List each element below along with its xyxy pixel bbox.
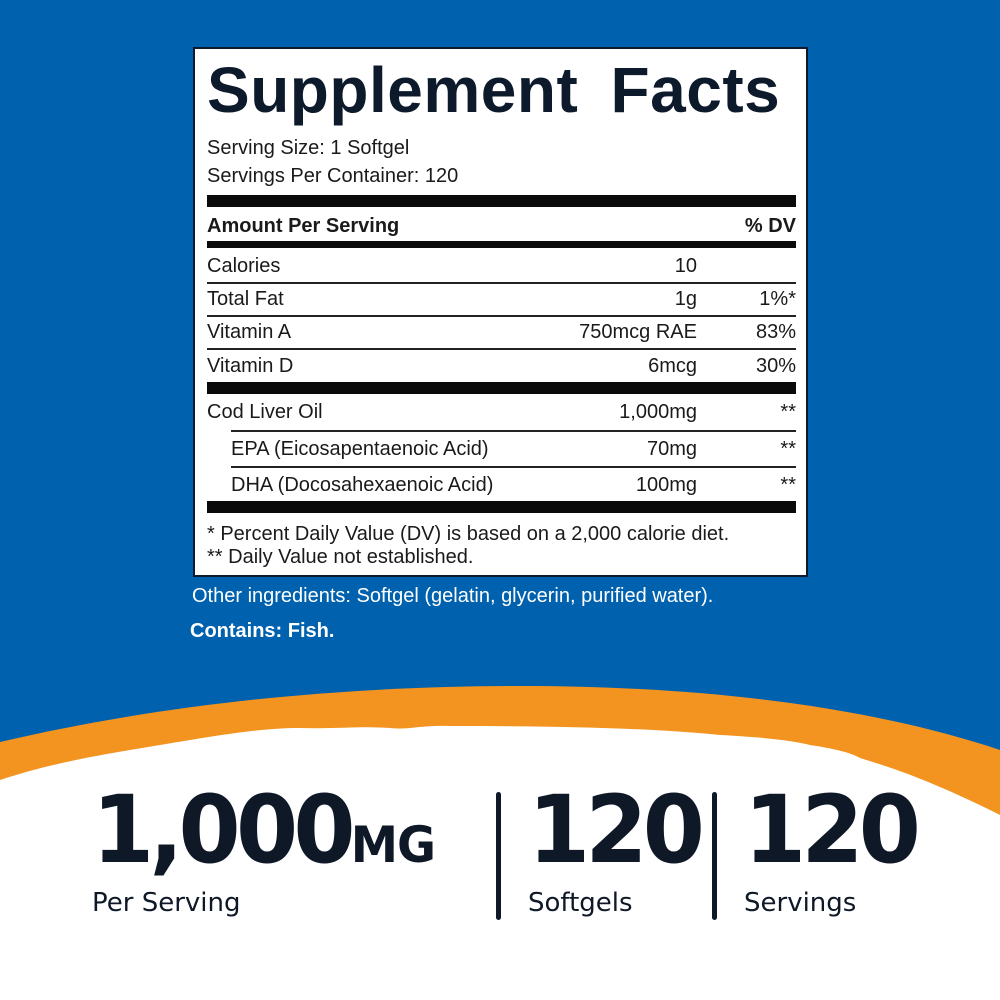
allergen-statement: Contains: Fish. <box>190 620 335 642</box>
nutrient-name: EPA (Eicosapentaenoic Acid) <box>231 438 489 460</box>
nutrient-dv: ** <box>780 474 796 496</box>
nutrient-amount: 100mg <box>635 474 697 496</box>
nutrient-row: DHA (Docosahexaenoic Acid) 100mg ** <box>207 474 796 498</box>
stat-label: Per Serving <box>92 888 241 918</box>
nutrient-name: Calories <box>207 255 281 277</box>
nutrient-dv: 83% <box>755 321 796 343</box>
footnote: * Percent Daily Value (DV) is based on a… <box>207 523 730 545</box>
nutrient-dv: ** <box>780 401 796 423</box>
nutrient-row: Cod Liver Oil 1,000mg ** <box>207 401 796 425</box>
stat-label: Servings <box>744 888 857 918</box>
header-row: Amount Per Serving % DV <box>207 215 796 239</box>
nutrient-amount: 750mcg RAE <box>579 321 697 343</box>
nutrient-amount: 6mcg <box>648 355 697 377</box>
nutrient-row: Total Fat 1g 1%* <box>207 288 796 312</box>
footnote: ** Daily Value not established. <box>207 546 474 568</box>
divider <box>207 315 796 317</box>
thick-divider <box>207 195 796 207</box>
nutrient-dv: ** <box>780 438 796 460</box>
facts-title: Supplement Facts <box>207 54 781 126</box>
nutrient-name: Vitamin A <box>207 321 292 343</box>
servings-per-container: Servings Per Container: 120 <box>207 165 459 187</box>
stat-divider <box>712 792 717 920</box>
nutrient-dv: 1%* <box>759 288 796 310</box>
nutrient-row: Vitamin D 6mcg 30% <box>207 355 796 379</box>
stat-value: 1,000 <box>92 776 355 885</box>
nutrient-name: DHA (Docosahexaenoic Acid) <box>231 474 494 496</box>
stat-value: 120 <box>528 776 705 885</box>
stat-label: Softgels <box>528 888 633 918</box>
nutrient-amount: 1g <box>674 288 697 310</box>
amount-header: Amount Per Serving <box>207 215 400 237</box>
nutrient-amount: 70mg <box>646 438 697 460</box>
divider <box>231 430 796 432</box>
thick-divider <box>207 501 796 513</box>
nutrient-row: Vitamin A 750mcg RAE 83% <box>207 321 796 345</box>
nutrient-amount: 10 <box>674 255 697 277</box>
supplement-facts-panel: Supplement Facts Serving Size: 1 Softgel… <box>193 47 808 577</box>
nutrient-name: Cod Liver Oil <box>207 401 323 423</box>
medium-divider <box>207 241 796 248</box>
nutrient-name: Vitamin D <box>207 355 294 377</box>
nutrient-row: EPA (Eicosapentaenoic Acid) 70mg ** <box>207 438 796 462</box>
serving-size: Serving Size: 1 Softgel <box>207 137 410 159</box>
divider <box>207 348 796 350</box>
divider <box>231 466 796 468</box>
stat-divider <box>496 792 501 920</box>
stat-value: 120 <box>744 776 921 885</box>
nutrient-row: Calories 10 <box>207 255 796 279</box>
stat-unit: MG <box>350 816 436 874</box>
nutrient-amount: 1,000mg <box>619 401 697 423</box>
other-ingredients: Other ingredients: Softgel (gelatin, gly… <box>192 585 714 607</box>
dv-header: % DV <box>744 215 796 237</box>
thick-divider <box>207 382 796 394</box>
divider <box>207 282 796 284</box>
nutrient-name: Total Fat <box>207 288 284 310</box>
nutrient-dv: 30% <box>755 355 796 377</box>
